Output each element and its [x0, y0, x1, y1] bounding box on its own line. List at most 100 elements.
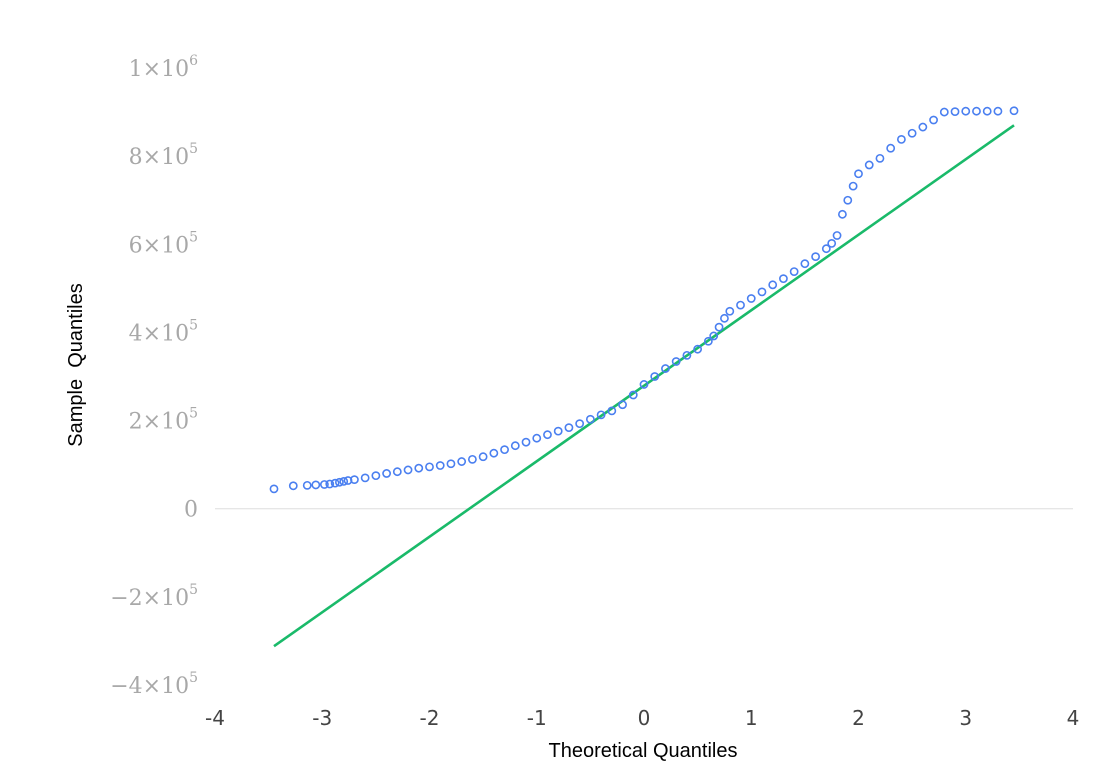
sample-point: [907, 128, 917, 138]
sample-point: [886, 143, 896, 153]
sample-point: [382, 469, 391, 478]
sample-point: [779, 274, 788, 284]
sample-point: [489, 448, 499, 458]
sample-point: [827, 239, 837, 248]
x-tick-label: -3: [312, 706, 332, 730]
sample-point: [693, 344, 703, 354]
x-tick-label: 2: [852, 706, 865, 730]
y-tick-exponent: 5: [189, 582, 198, 598]
sample-point: [800, 259, 810, 269]
sample-point: [564, 423, 574, 433]
y-tick-mantissa: −4×10: [110, 674, 189, 699]
sample-point: [500, 445, 509, 455]
sample-point: [714, 322, 724, 332]
y-tick-label: 8×105: [129, 141, 198, 170]
sample-point: [585, 414, 595, 424]
sample-point: [939, 107, 949, 117]
sample-point: [532, 433, 542, 443]
sample-point: [821, 244, 831, 254]
sample-point: [360, 473, 370, 483]
sample-point: [832, 231, 842, 240]
sample-point: [618, 400, 627, 410]
sample-point: [854, 169, 863, 179]
x-axis-ticks: -4 -3 -2 -1 0 1 2 3 4: [205, 706, 1079, 730]
sample-point: [897, 134, 906, 144]
y-tick-label: −4×105: [110, 670, 198, 699]
y-tick-exponent: 5: [189, 406, 198, 422]
sample-point: [918, 122, 928, 132]
x-tick-label: -4: [205, 706, 225, 730]
y-tick-mantissa: 0: [184, 498, 198, 523]
sample-point: [982, 106, 992, 116]
sample-point: [596, 410, 606, 420]
sample-point: [521, 437, 531, 447]
y-tick-label: 6×105: [129, 229, 198, 258]
sample-point: [269, 484, 279, 494]
sample-point: [302, 480, 312, 490]
sample-point: [972, 106, 981, 116]
sample-point: [757, 287, 767, 297]
x-axis-label: Theoretical Quantiles: [549, 740, 738, 762]
sample-point: [720, 313, 729, 323]
sample-point: [746, 294, 756, 303]
sample-point: [425, 462, 434, 472]
y-tick-label: 1×106: [129, 53, 198, 82]
x-tick-label: 1: [745, 706, 758, 730]
sample-point: [639, 380, 649, 389]
sample-point: [467, 454, 477, 464]
y-tick-mantissa: −2×10: [110, 586, 189, 611]
y-tick-exponent: 6: [189, 53, 198, 69]
sample-point: [709, 331, 719, 341]
sample-point: [478, 452, 488, 462]
sample-point: [607, 406, 617, 416]
sample-point: [671, 357, 681, 366]
sample-point: [703, 336, 713, 346]
sample-point: [929, 115, 938, 125]
y-tick-mantissa: 6×10: [129, 233, 189, 258]
y-tick-mantissa: 2×10: [129, 410, 189, 435]
sample-point: [457, 457, 467, 466]
sample-point: [1009, 106, 1019, 116]
sample-point: [628, 390, 638, 400]
sample-point: [768, 280, 778, 290]
sample-point: [789, 267, 799, 277]
sample-point: [392, 467, 402, 477]
sample-point: [736, 300, 745, 310]
x-tick-label: -1: [527, 706, 547, 730]
sample-point: [864, 160, 874, 170]
x-tick-label: 3: [959, 706, 972, 730]
sample-point: [446, 459, 456, 469]
sample-point: [811, 252, 820, 262]
y-tick-mantissa: 8×10: [129, 145, 189, 170]
sample-point: [371, 471, 381, 481]
sample-point: [325, 479, 335, 489]
sample-point: [319, 480, 329, 489]
reference-line: [273, 124, 1015, 648]
y-tick-mantissa: 1×10: [129, 57, 189, 82]
sample-point: [435, 461, 445, 470]
y-tick-label: 4×105: [129, 317, 198, 346]
sample-point: [993, 106, 1003, 116]
sample-point: [414, 463, 424, 473]
sample-point: [339, 476, 349, 486]
sample-points: [269, 106, 1019, 494]
y-tick-label: 2×105: [129, 406, 198, 435]
y-tick-exponent: 5: [189, 229, 198, 245]
sample-point: [575, 419, 585, 429]
sample-point: [553, 426, 563, 436]
y-tick-exponent: 5: [189, 670, 198, 686]
sample-point: [403, 465, 413, 475]
y-axis-label: Sample Quantiles: [65, 283, 87, 446]
sample-point: [650, 372, 660, 381]
sample-point: [875, 153, 885, 163]
sample-point: [950, 107, 960, 117]
sample-point: [843, 195, 853, 205]
sample-point: [682, 350, 692, 360]
sample-point: [350, 475, 359, 485]
sample-point: [961, 106, 971, 116]
x-tick-label: -2: [420, 706, 440, 730]
sample-point: [725, 306, 735, 316]
sample-point: [311, 480, 321, 490]
